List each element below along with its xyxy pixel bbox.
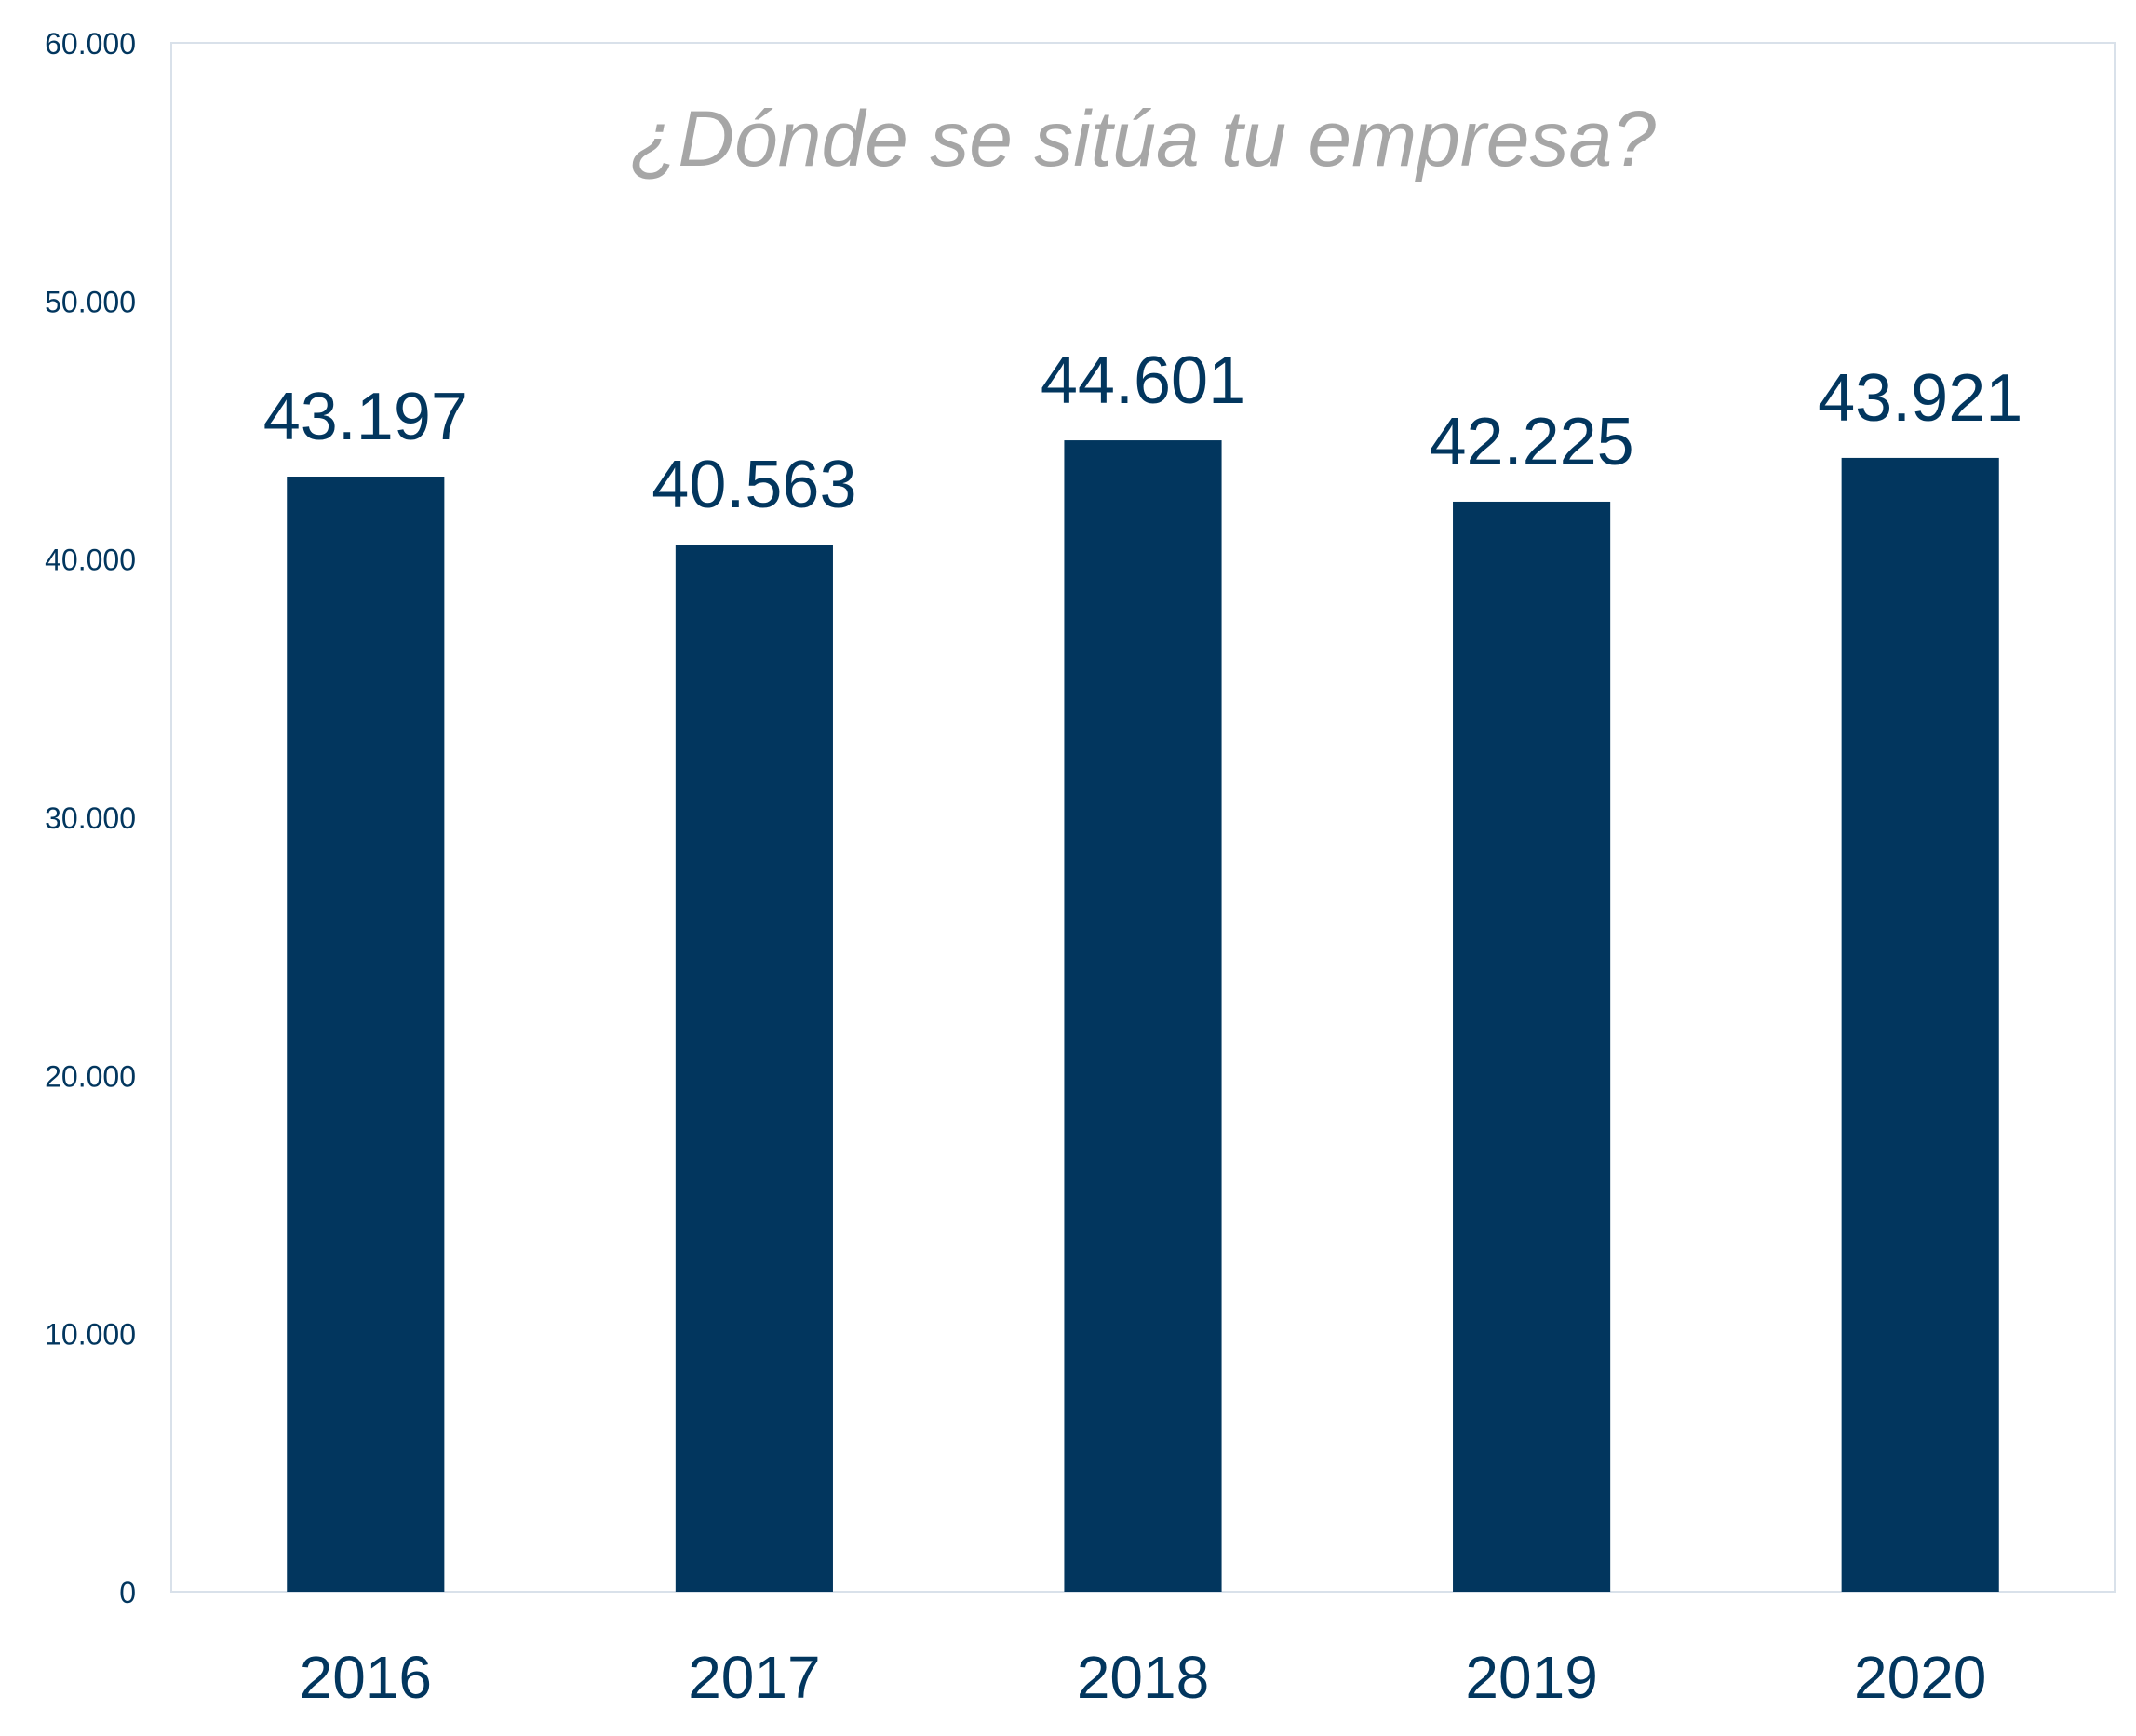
bar-2017 — [675, 545, 833, 1593]
data-label-2020: 43.921 — [1818, 361, 2022, 436]
chart-title: ¿Dónde se sitúa tu empresa? — [630, 95, 1656, 182]
data-labels: 43.197 40.563 44.601 42.225 43.921 — [263, 343, 2023, 522]
x-tick-label-2018: 2018 — [1077, 1644, 1209, 1711]
bar-2020 — [1841, 457, 1999, 1592]
y-tick-label: 10.000 — [45, 1318, 136, 1352]
data-label-2017: 40.563 — [652, 448, 856, 522]
y-tick-label: 40.000 — [45, 544, 136, 577]
bar-2016 — [287, 477, 445, 1592]
x-tick-label-2019: 2019 — [1465, 1644, 1597, 1711]
y-tick-label: 20.000 — [45, 1059, 136, 1093]
data-label-2016: 43.197 — [263, 380, 468, 454]
bars-group — [287, 440, 1999, 1593]
bar-2018 — [1064, 440, 1222, 1592]
x-tick-label-2020: 2020 — [1854, 1644, 1986, 1711]
x-tick-label-2016: 2016 — [300, 1644, 432, 1711]
data-label-2018: 44.601 — [1041, 343, 1245, 418]
y-tick-label: 60.000 — [45, 27, 136, 61]
y-axis: 0 10.000 20.000 30.000 40.000 50.000 60.000 — [45, 27, 136, 1609]
y-tick-label: 30.000 — [45, 801, 136, 835]
y-tick-label: 0 — [119, 1576, 136, 1609]
y-tick-label: 50.000 — [45, 285, 136, 318]
data-label-2019: 42.225 — [1429, 405, 1633, 479]
x-tick-label-2017: 2017 — [688, 1644, 820, 1711]
bar-2019 — [1453, 501, 1611, 1593]
x-axis: 2016 2017 2018 2019 2020 — [300, 1644, 1987, 1711]
